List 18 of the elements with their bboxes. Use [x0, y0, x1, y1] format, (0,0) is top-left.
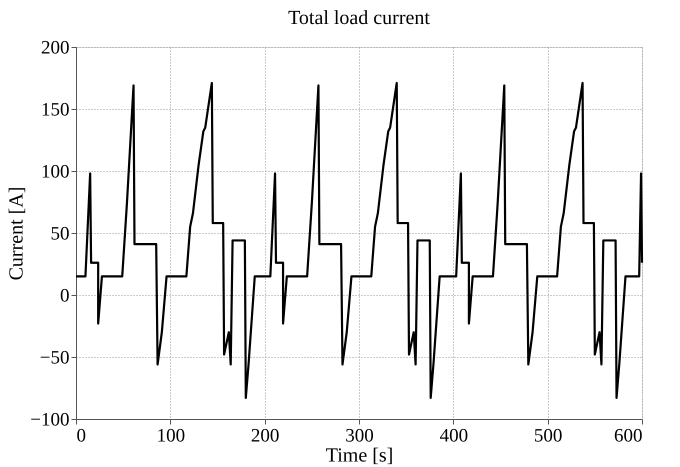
x-tick-label: 500 — [534, 426, 562, 446]
y-tick-label: −100 — [30, 410, 70, 430]
y-tick-label: 200 — [41, 38, 70, 58]
line-series — [74, 82, 644, 400]
y-tick-label: 0 — [60, 286, 70, 306]
x-tick-label: 0 — [76, 426, 86, 446]
x-axis-title: Time [s] — [326, 444, 394, 466]
y-tick-label: −50 — [40, 348, 70, 368]
chart-title: Total load current — [288, 7, 430, 29]
x-tick-label: 400 — [440, 426, 468, 446]
x-tick-label: 300 — [345, 426, 374, 446]
x-tick-label: 100 — [156, 426, 186, 446]
x-tick-label: 200 — [250, 426, 280, 446]
y-tick-label: 100 — [41, 162, 70, 182]
y-axis-title: Current [A] — [5, 186, 28, 280]
x-tick-label: 600 — [614, 426, 642, 446]
y-tick-label: 150 — [41, 100, 70, 120]
y-tick-label: 50 — [50, 224, 70, 244]
